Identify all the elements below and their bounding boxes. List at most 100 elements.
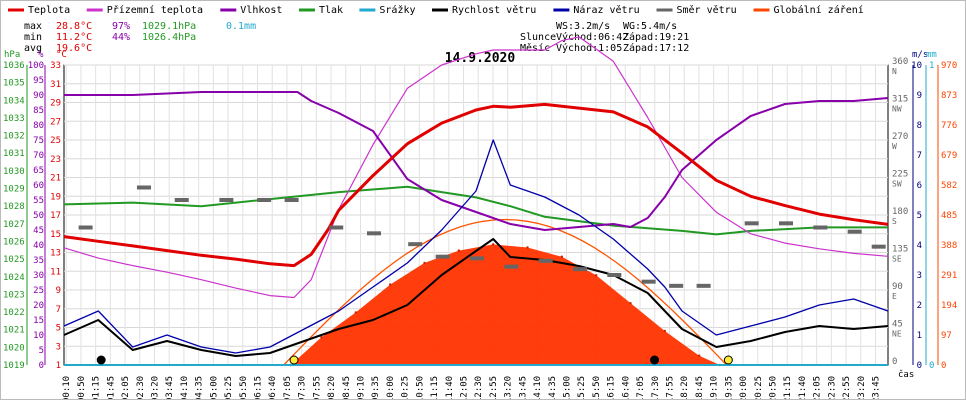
legend-label: Náraz větru [573, 4, 639, 16]
wind-direction-mark [367, 231, 381, 236]
axis-degc-tick: 9 [56, 286, 61, 296]
x-tick-label: 14:35 [548, 376, 558, 400]
legend-label: Směr větru [677, 4, 737, 16]
stat-max-press: 1029.1hPa [142, 21, 196, 32]
axis-ms-tick: 4 [917, 241, 922, 251]
radiation-point [423, 261, 426, 265]
radiation-point [457, 249, 461, 252]
axis-rad-tick: 388 [941, 241, 957, 251]
radiation-point [560, 255, 564, 258]
stat-min-hum: 44% [112, 32, 130, 43]
x-tick-label: 19:35 [724, 376, 734, 400]
sunrise-marker [289, 355, 299, 365]
axis-ms-tick: 1 [917, 331, 922, 341]
info-sun-label: Slunce [520, 32, 556, 43]
wind-direction-mark [573, 267, 587, 272]
axis-pct-tick: 45 [33, 226, 44, 236]
legend-label: Globální záření [774, 4, 864, 16]
radiation-clearsky-line [283, 218, 728, 366]
axis-pct-tick: 70 [33, 151, 44, 161]
x-tick-label: 18:45 [695, 376, 705, 400]
axis-wdir-compass: W [892, 142, 897, 151]
axis-hpa-tick: 1020 [3, 343, 25, 353]
sunset-marker [723, 355, 733, 365]
radiation-point [697, 354, 701, 357]
axis-mm-unit: mm [926, 50, 937, 60]
x-tick-label: 16:15 [607, 376, 617, 400]
x-tick-label: 22:05 [813, 376, 823, 400]
moonrise-marker [96, 355, 106, 365]
axis-wdir-tick: 225 [892, 170, 908, 180]
moonset-marker [650, 355, 660, 365]
axis-hpa-tick: 1031 [3, 149, 25, 159]
axis-pct-tick: 100 [28, 61, 44, 71]
wind-direction-mark [257, 198, 272, 202]
axis-wdir-compass: SW [892, 180, 902, 189]
legend-label: Vlhkost [240, 5, 282, 16]
legend-label: Teplota [28, 5, 70, 16]
x-tick-label: 23:45 [871, 376, 881, 400]
axis-wdir-tick: 180 [892, 207, 908, 217]
axis-pct-tick: 85 [33, 106, 44, 116]
axis-hpa-tick: 1025 [3, 255, 25, 265]
axis-hpa-tick: 1021 [3, 326, 25, 336]
axis-hpa-tick: 1036 [3, 61, 25, 71]
series-radiation-area [290, 244, 720, 365]
wind-direction-mark [504, 264, 519, 269]
axis-degc-tick: 27 [50, 117, 61, 127]
axis-ms-tick: 2 [917, 301, 922, 311]
x-tick-label: 03:20 [150, 376, 160, 400]
axis-degc-tick: 17 [50, 211, 61, 221]
series-line-přízemní-teplota [63, 36, 889, 299]
x-tick-label: 08:45 [342, 376, 352, 400]
x-tick-label: 07:05 [283, 376, 293, 400]
x-tick-label: 06:40 [268, 376, 278, 400]
x-tick-label: 17:55 [665, 376, 675, 400]
radiation-point [594, 274, 598, 277]
x-tick-label: 21:15 [783, 376, 793, 400]
axis-degc-tick: 31 [50, 80, 61, 90]
radiation-point [663, 329, 667, 333]
wind-direction-mark [78, 225, 93, 230]
axis-ms-tick: 8 [917, 121, 922, 131]
x-tick-label: 15:25 [577, 376, 587, 400]
axis-rad-tick: 0 [941, 361, 946, 371]
x-tick-label: 09:35 [371, 376, 381, 400]
axis-wdir-tick: 360 [892, 57, 908, 67]
axis-hpa-tick: 1034 [3, 96, 25, 106]
radiation-point [629, 301, 632, 305]
x-tick-label: 04:35 [195, 376, 205, 400]
stat-min-label: min [24, 32, 42, 43]
x-tick-label: 06:15 [253, 376, 263, 400]
stat-min-temp: 11.2°C [56, 32, 92, 43]
wind-direction-mark [329, 225, 344, 230]
x-tick-label: 19:10 [710, 376, 720, 400]
x-tick-label: 10:50 [415, 376, 425, 400]
axis-hpa-tick: 1032 [3, 132, 25, 142]
axis-pct-tick: 60 [33, 181, 44, 191]
series-line-tlak [63, 185, 888, 236]
axis-pct-tick: 10 [33, 331, 44, 341]
x-tick-label: 02:30 [136, 376, 146, 400]
axis-mm-tick: 0 [929, 361, 934, 371]
axis-wdir-compass: NE [892, 330, 902, 339]
axis-pct-unit: % [38, 50, 44, 60]
radiation-point [388, 283, 392, 286]
axis-pct-tick: 35 [33, 256, 44, 266]
axis-pct-tick: 75 [33, 136, 44, 146]
axis-pct-tick: 5 [39, 346, 44, 356]
wind-direction-mark [607, 273, 622, 277]
x-tick-label: 17:05 [636, 376, 646, 400]
x-tick-label: 17:30 [651, 376, 661, 400]
x-tick-label: 13:45 [518, 376, 528, 400]
axis-degc-tick: 11 [50, 267, 61, 277]
wind-direction-mark [696, 283, 711, 288]
axis-rad-tick: 679 [941, 151, 957, 161]
axis-pct-tick: 25 [33, 286, 44, 296]
stat-avg-temp: 19.6°C [56, 43, 92, 54]
stat-max-temp: 28.8°C [56, 21, 92, 32]
wind-direction-mark [641, 279, 656, 284]
x-tick-label: 05:50 [239, 376, 249, 400]
chart-title: 14.9.2020 [445, 51, 516, 66]
